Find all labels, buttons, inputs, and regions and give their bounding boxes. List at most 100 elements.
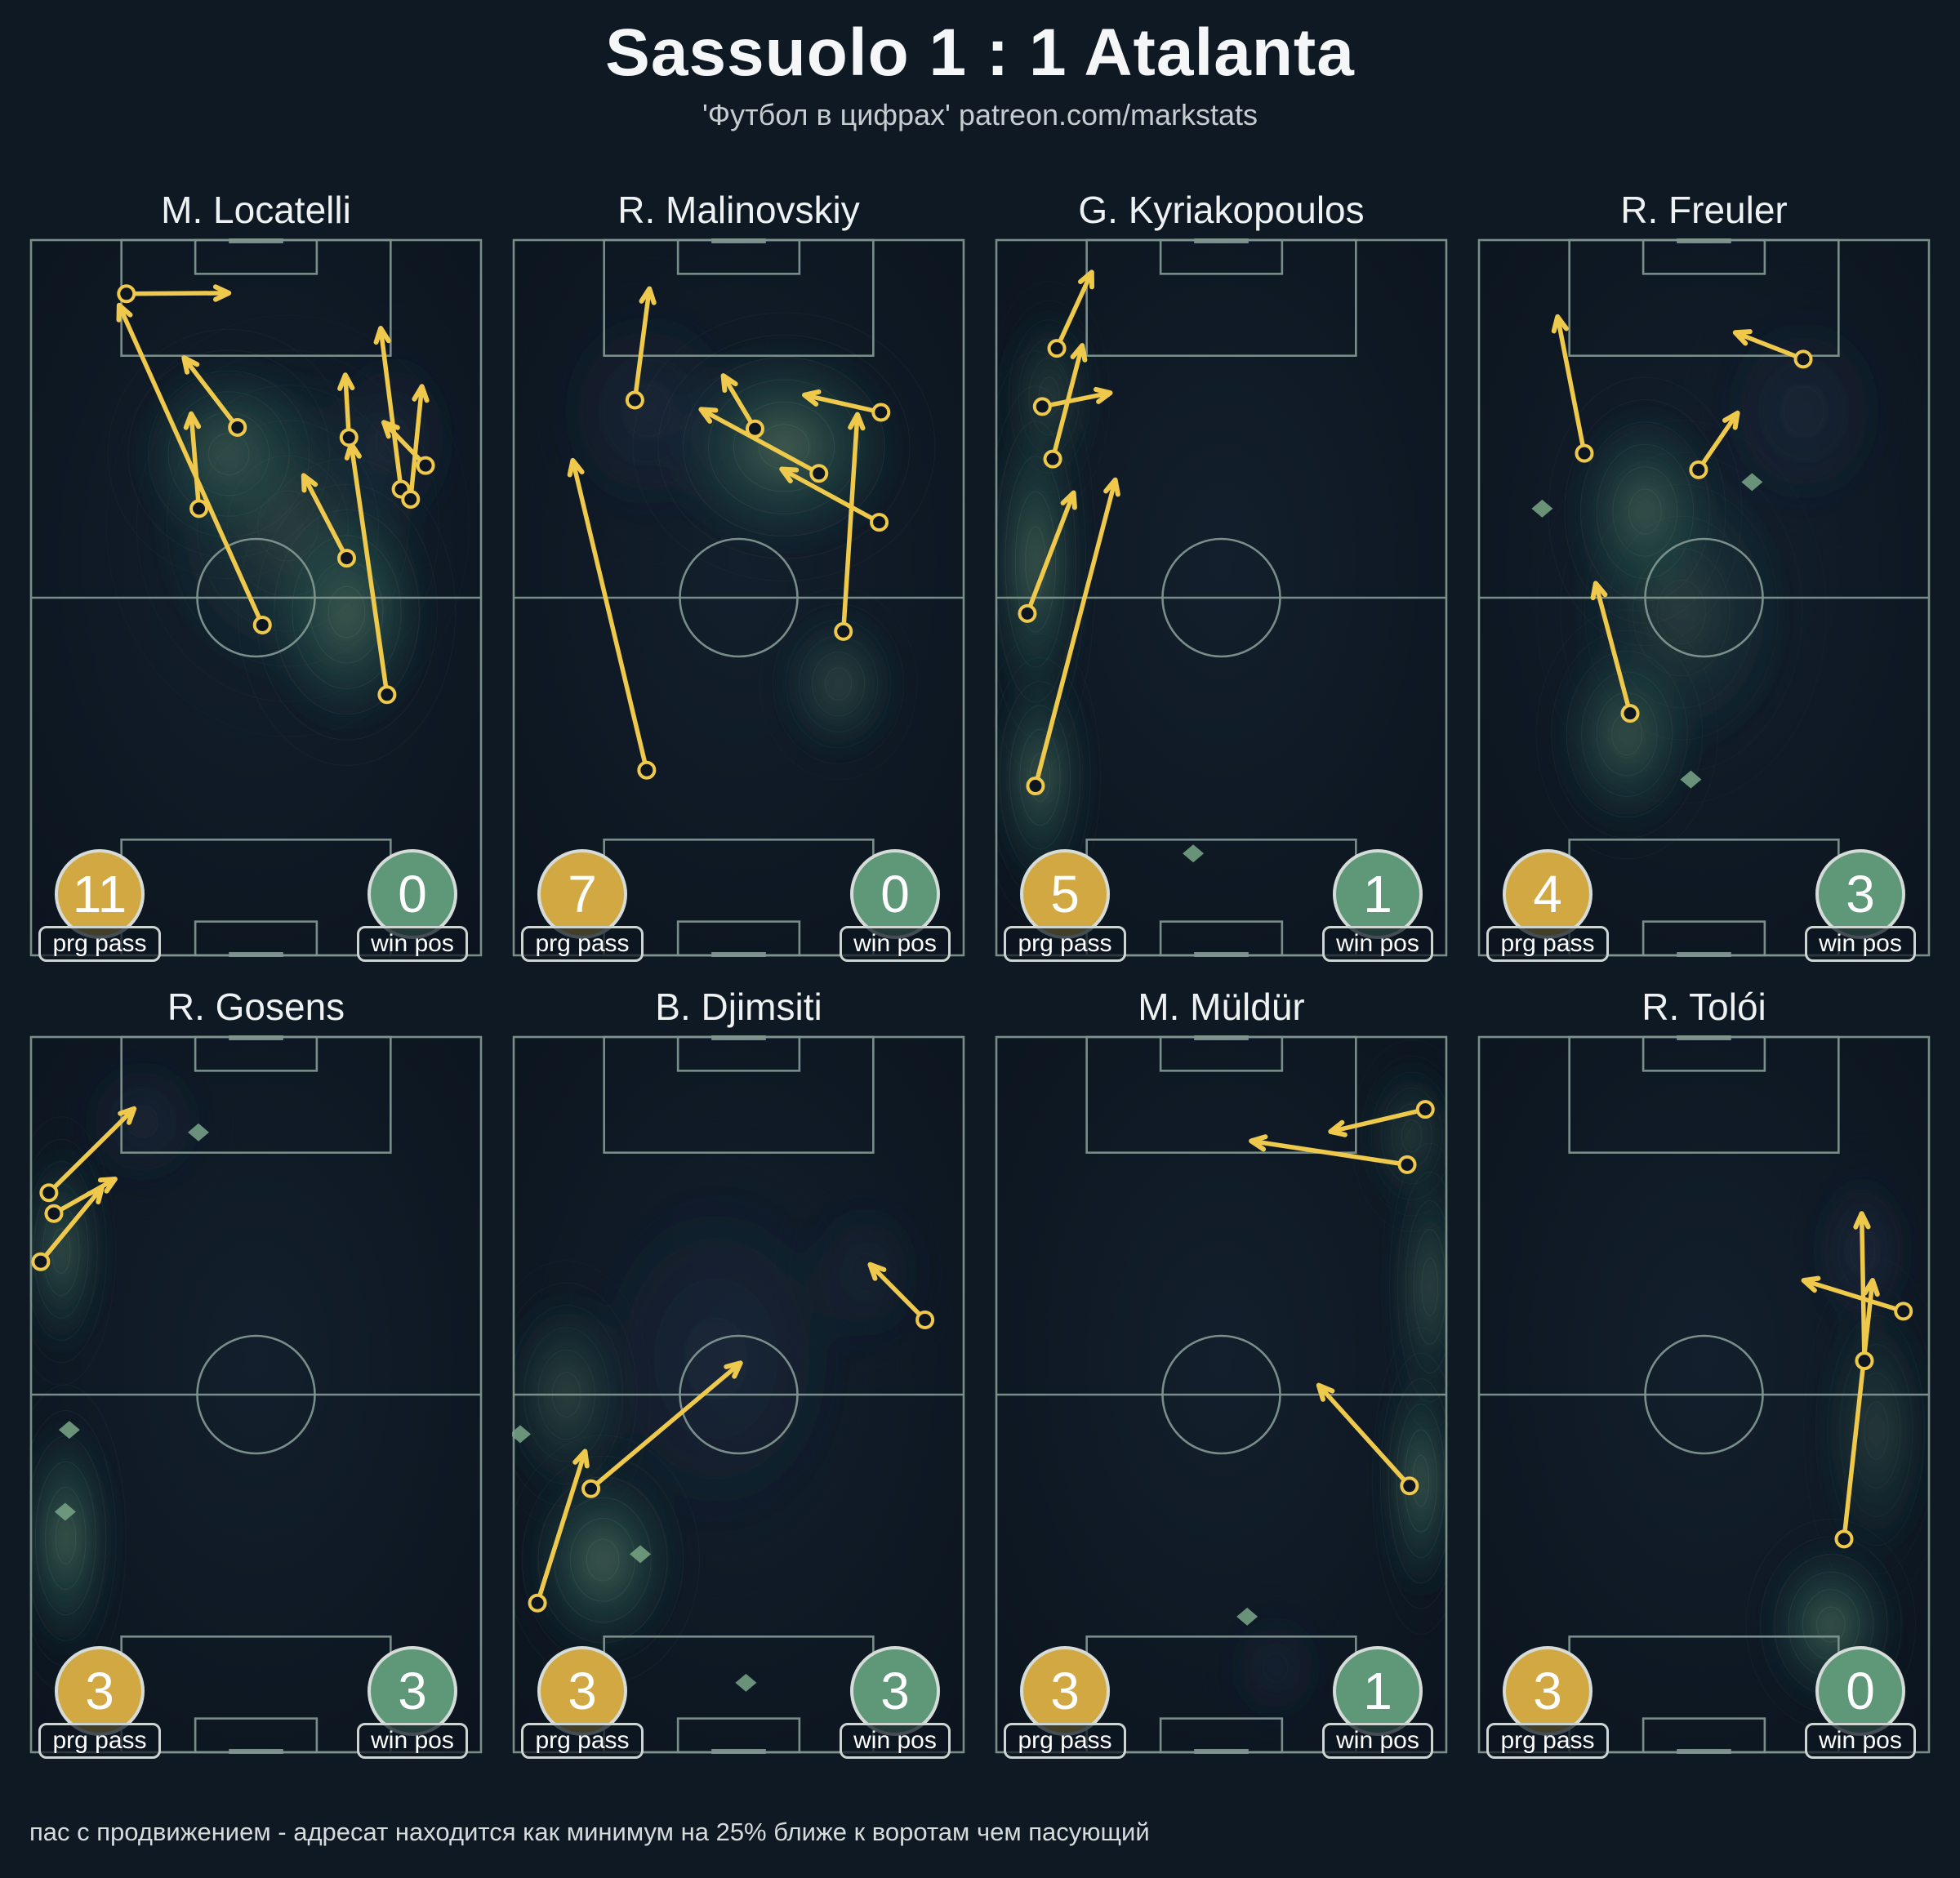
prg-pass-label: prg pass (1486, 1723, 1609, 1759)
pass-arrow-shaft (343, 372, 352, 440)
prg-pass-label: prg pass (521, 1723, 644, 1759)
pass-origin-marker (1047, 339, 1067, 358)
pass-arrow-shaft (720, 373, 758, 431)
pitch-panels-grid: M. Locatelli 11 prg pass 0 win pos R. Malinov… (29, 188, 1931, 1759)
pass-origin-marker (1855, 1351, 1874, 1371)
header: Sassuolo 1 : 1 Atalanta 'Футбол в цифрах… (0, 15, 1960, 132)
prg-pass-badge: 5 prg pass (995, 849, 1135, 962)
pass-origin-marker (1620, 704, 1640, 723)
win-pos-badge: 3 win pos (825, 1646, 965, 1759)
prg-pass-count: 3 (1503, 1646, 1592, 1736)
prg-pass-label: prg pass (1004, 926, 1126, 962)
win-pos-label: win pos (1322, 926, 1433, 962)
win-pos-count: 1 (1333, 849, 1423, 939)
pass-arrows (1249, 1100, 1435, 1496)
pitch-canvas (995, 238, 1448, 957)
pass-origin-marker (871, 403, 891, 422)
pass-arrow-shaft (535, 1449, 588, 1605)
pass-arrows (116, 284, 435, 705)
pitch-canvas (29, 238, 483, 957)
player-name: R. Gosens (167, 986, 345, 1028)
pass-arrows (567, 286, 891, 780)
prg-pass-count: 11 (55, 849, 145, 939)
prg-pass-badge: 7 prg pass (512, 849, 653, 962)
prg-pass-label: prg pass (1004, 1723, 1126, 1759)
pass-arrow-shaft (47, 1106, 136, 1195)
prg-pass-label: prg pass (521, 926, 644, 962)
pass-origin-marker (1834, 1529, 1854, 1549)
pass-arrow-shaft (1033, 477, 1118, 789)
pass-arrow-shaft (1025, 490, 1076, 616)
prg-pass-badge: 3 prg pass (29, 1646, 170, 1759)
prg-pass-badge: 3 prg pass (995, 1646, 1135, 1759)
win-pos-diamond-icon (1680, 770, 1702, 789)
pass-arrow-shaft (1842, 1278, 1875, 1542)
pass-arrow-shaft (1050, 343, 1085, 461)
prg-pass-count: 3 (1020, 1646, 1110, 1736)
pitch-map: 4 prg pass 3 win pos (1477, 238, 1931, 962)
pass-origin-marker (252, 615, 272, 634)
win-pos-badge: 0 win pos (825, 849, 965, 962)
player-panel-7: M. Müldür 3 prg pass 1 win pos (995, 985, 1448, 1759)
prg-pass-label: prg pass (38, 926, 161, 962)
pass-arrows (1018, 269, 1120, 796)
win-pos-badge: 0 win pos (1790, 1646, 1931, 1759)
win-pos-markers (1236, 1607, 1258, 1626)
pass-origin-marker (117, 284, 136, 304)
win-pos-count: 3 (1815, 849, 1905, 939)
win-pos-markers (1531, 473, 1763, 789)
win-pos-diamond-icon (1741, 473, 1763, 492)
pass-arrow-shaft (181, 355, 240, 430)
player-panel-4: R. Freuler 4 prg pass 3 win pos (1477, 188, 1931, 962)
pass-arrow-shaft (802, 393, 884, 415)
pitch-canvas (1477, 238, 1931, 957)
win-pos-diamond-icon (58, 1421, 80, 1440)
pitch-map: 3 prg pass 3 win pos (512, 1035, 965, 1759)
player-panel-5: R. Gosens 3 prg pass 3 win pos (29, 985, 483, 1759)
prg-pass-label: prg pass (1486, 926, 1609, 962)
win-pos-label: win pos (357, 926, 468, 962)
pass-origin-marker (377, 685, 397, 705)
player-panel-6: B. Djimsiti 3 prg pass 3 win pos (512, 985, 965, 1759)
win-pos-label: win pos (357, 1723, 468, 1759)
pitch-canvas (29, 1035, 483, 1754)
player-panel-3: G. Kyriakopoulos 5 prg pass 1 win pos (995, 188, 1448, 962)
pass-origin-marker (1415, 1100, 1435, 1119)
pitch-canvas (995, 1035, 1448, 1754)
player-name: M. Locatelli (161, 189, 351, 231)
prg-pass-badge: 3 prg pass (512, 1646, 653, 1759)
prg-pass-count: 4 (1503, 849, 1592, 939)
pass-arrow-shaft (570, 458, 649, 772)
win-pos-markers (512, 1425, 757, 1692)
pass-origin-marker (834, 621, 853, 641)
pass-origin-marker (39, 1183, 59, 1203)
win-pos-label: win pos (1805, 926, 1916, 962)
win-pos-diamond-icon (1531, 499, 1553, 518)
win-pos-markers (1183, 844, 1205, 863)
pass-origin-marker (1018, 603, 1037, 623)
pass-arrow-shaft (588, 1360, 743, 1492)
prg-pass-badge: 11 prg pass (29, 849, 170, 962)
pass-origin-marker (915, 1310, 935, 1329)
win-pos-diamond-icon (188, 1123, 210, 1141)
pass-arrow-shaft (1040, 390, 1113, 409)
player-panel-8: R. Tolói 3 prg pass 0 win pos (1477, 985, 1931, 1759)
win-pos-badge: 3 win pos (342, 1646, 483, 1759)
win-pos-label: win pos (1805, 1723, 1916, 1759)
pitch-map: 5 prg pass 1 win pos (995, 238, 1448, 962)
pass-origin-marker (625, 390, 644, 410)
pass-origin-marker (637, 760, 657, 780)
player-name: R. Tolói (1642, 986, 1766, 1028)
pass-arrow-shaft (1733, 330, 1806, 362)
pass-origin-marker (1397, 1155, 1417, 1174)
win-pos-badge: 1 win pos (1307, 849, 1448, 962)
pass-arrow-shaft (189, 411, 202, 511)
pitch-map: 11 prg pass 0 win pos (29, 238, 483, 962)
pass-origin-marker (1400, 1476, 1419, 1496)
win-pos-count: 0 (1815, 1646, 1905, 1736)
pass-arrow-shaft (840, 412, 860, 634)
match-title: Sassuolo 1 : 1 Atalanta (605, 16, 1355, 90)
pass-origin-marker (31, 1252, 51, 1271)
pass-arrow-shaft (1801, 1278, 1906, 1314)
pass-origin-marker (337, 549, 356, 568)
